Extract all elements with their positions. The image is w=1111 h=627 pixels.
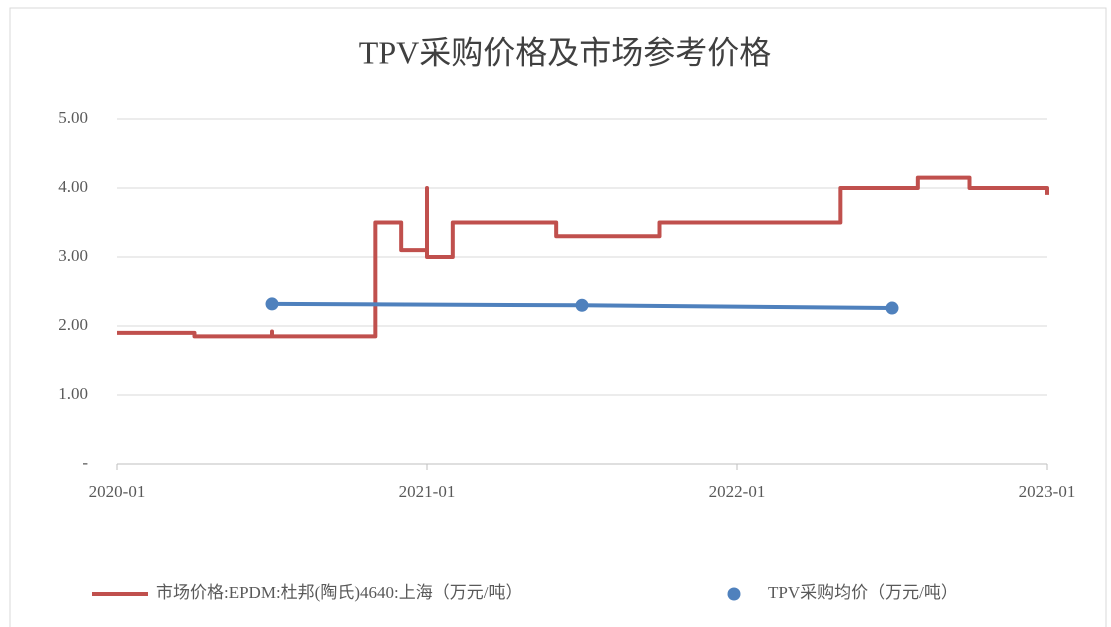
chart-title: TPV采购价格及市场参考价格 [359, 34, 771, 70]
point [575, 298, 589, 312]
series-line [117, 175, 1049, 339]
x-tick-label: 2021-01 [399, 482, 456, 501]
chart-frame [9, 7, 1107, 627]
y-tick-label: 5.00 [58, 108, 88, 127]
x-tick-label: 2020-01 [89, 482, 146, 501]
y-tick-label: 1.00 [58, 384, 88, 403]
legend-label: 市场价格:EPDM:杜邦(陶氏)4640:上海（万元/吨） [156, 583, 522, 602]
legend-label: TPV采购均价（万元/吨） [768, 583, 958, 602]
y-tick-label: 2.00 [58, 315, 88, 334]
y-tick-label: 4.00 [58, 177, 88, 196]
point [885, 301, 899, 315]
x-tick-label: 2023-01 [1019, 482, 1076, 501]
y-tick-label: 3.00 [58, 246, 88, 265]
point [265, 297, 279, 311]
y-tick-label: - [82, 453, 88, 472]
x-tick-label: 2022-01 [709, 482, 766, 501]
legend-marker [727, 587, 741, 601]
